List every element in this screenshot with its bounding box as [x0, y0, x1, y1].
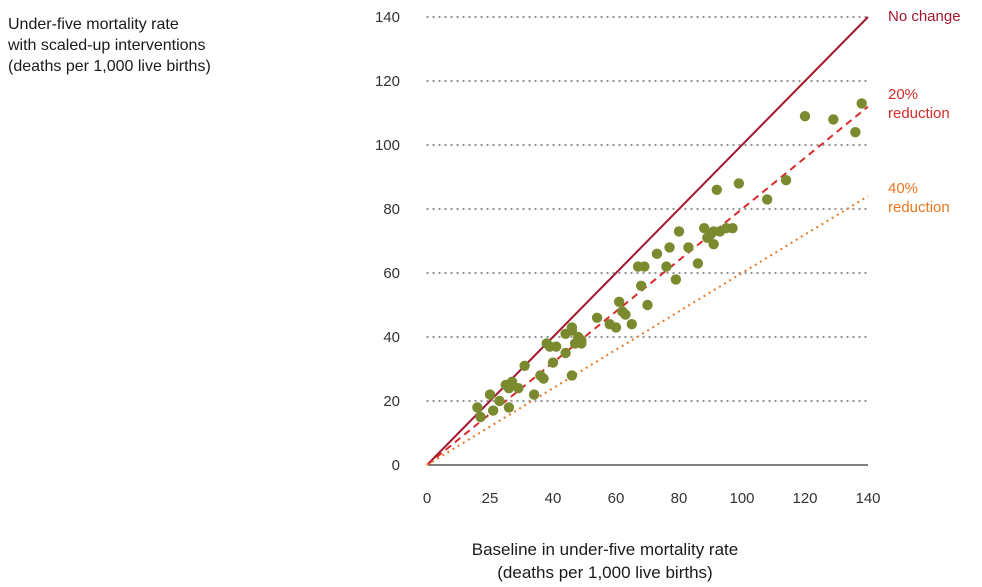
reference-line-40-reduction: [426, 195, 869, 466]
x-tick-label: 40: [545, 490, 562, 507]
y-axis-title-line-3: (deaths per 1,000 live births): [8, 58, 211, 75]
x-tick-label: 100: [729, 490, 754, 507]
data-point: [661, 261, 672, 272]
data-point: [613, 296, 625, 307]
y-tick-label: 20: [383, 393, 400, 410]
data-point: [506, 376, 518, 387]
data-point: [566, 370, 578, 381]
x-axis-title: Baseline in under-five mortality rate (d…: [395, 538, 815, 584]
y-tick-label: 60: [383, 265, 400, 282]
reference-line-label: reduction: [888, 199, 950, 216]
data-point: [733, 178, 745, 189]
data-point: [639, 261, 650, 272]
data-point: [692, 258, 704, 269]
data-point: [711, 184, 722, 195]
data-point: [503, 402, 515, 413]
y-tick-label: 0: [392, 457, 400, 474]
data-point: [683, 242, 694, 253]
data-point: [528, 389, 540, 400]
data-point: [513, 383, 524, 394]
y-tick-label: 40: [383, 329, 400, 346]
data-point: [576, 338, 587, 349]
data-point: [610, 322, 622, 333]
y-tick-label: 80: [383, 201, 400, 218]
data-point: [850, 127, 861, 138]
data-point: [651, 248, 663, 259]
data-point: [699, 223, 710, 234]
y-tick-label: 120: [375, 73, 400, 90]
y-tick-label: 100: [375, 137, 400, 154]
x-tick-label: 80: [671, 490, 688, 507]
data-point: [828, 114, 839, 125]
tick-labels: 0 20 40 60 80 100 120 140 0 25 40 60 80 100 120 140: [375, 9, 881, 507]
data-point: [727, 223, 738, 234]
y-tick-label: 140: [375, 9, 400, 26]
data-point: [494, 395, 505, 407]
data-point: [591, 312, 603, 323]
data-point: [620, 309, 631, 320]
y-axis-title-line-2: with scaled-up interventions: [8, 37, 206, 54]
x-tick-label: 60: [608, 490, 625, 507]
data-point: [670, 274, 682, 285]
x-tick-label: 0: [423, 490, 431, 507]
data-point: [547, 357, 559, 368]
data-point: [762, 194, 773, 205]
gridlines: [426, 16, 869, 402]
x-tick-label: 120: [792, 490, 817, 507]
reference-line-no-change: [426, 16, 869, 466]
x-axis-title-line-1: Baseline in under-five mortality rate: [471, 540, 739, 559]
data-point: [708, 239, 719, 250]
data-point: [780, 175, 792, 186]
data-point: [673, 226, 685, 237]
data-point: [475, 411, 486, 423]
data-points: [472, 98, 867, 423]
y-axis-title: Under-five mortality rate with scaled-up…: [8, 14, 211, 77]
data-point: [472, 402, 483, 413]
reference-line-label: 40%: [888, 180, 918, 197]
data-point: [566, 322, 578, 333]
reference-line-label: No change: [888, 8, 961, 25]
y-axis-title-line-1: Under-five mortality rate: [8, 16, 179, 33]
data-point: [519, 360, 530, 371]
data-point: [550, 341, 562, 352]
data-point: [799, 111, 811, 122]
data-point: [538, 373, 549, 384]
data-point: [856, 98, 867, 109]
x-axis-title-line-2: (deaths per 1,000 live births): [497, 563, 713, 582]
reference-line-20-reduction: [426, 105, 869, 466]
data-point: [484, 389, 496, 400]
data-point: [664, 242, 675, 253]
data-point: [642, 299, 653, 311]
data-point: [626, 319, 637, 330]
x-tick-label: 25: [482, 490, 499, 507]
data-point: [487, 405, 499, 416]
reference-lines: No change 20% reduction 40% reduction: [426, 8, 961, 466]
reference-line-label: 20%: [888, 86, 918, 103]
x-tick-label: 140: [855, 490, 880, 507]
data-point: [560, 347, 571, 359]
data-point: [636, 280, 647, 291]
reference-line-label: reduction: [888, 105, 950, 122]
